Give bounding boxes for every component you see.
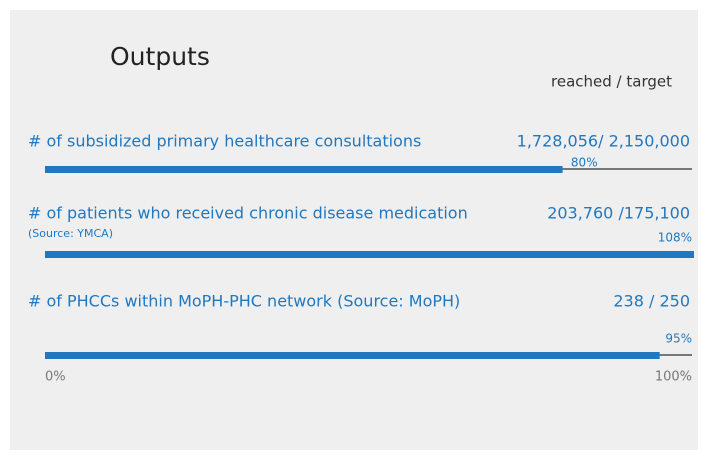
row-count: 1,728,056/ 2,150,000 <box>517 132 690 151</box>
bar <box>45 166 563 173</box>
panel <box>10 10 698 450</box>
row-label: # of PHCCs within MoPH-PHC network (Sour… <box>28 292 460 311</box>
chart-subtitle: reached / target <box>551 73 672 91</box>
x-tick-label: 0% <box>45 370 66 385</box>
bar <box>45 251 694 258</box>
row-count: 238 / 250 <box>613 292 690 311</box>
row-label: # of patients who received chronic disea… <box>28 204 468 223</box>
row-source: (Source: YMCA) <box>28 227 113 240</box>
value-label: 108% <box>658 231 692 245</box>
row-label: # of subsidized primary healthcare consu… <box>28 132 421 151</box>
bar <box>45 352 660 359</box>
x-tick-label: 100% <box>655 370 692 385</box>
chart-title: Outputs <box>110 42 210 71</box>
value-label: 80% <box>571 156 598 170</box>
row-count: 203,760 /175,100 <box>547 204 690 223</box>
value-label: 95% <box>665 332 692 346</box>
